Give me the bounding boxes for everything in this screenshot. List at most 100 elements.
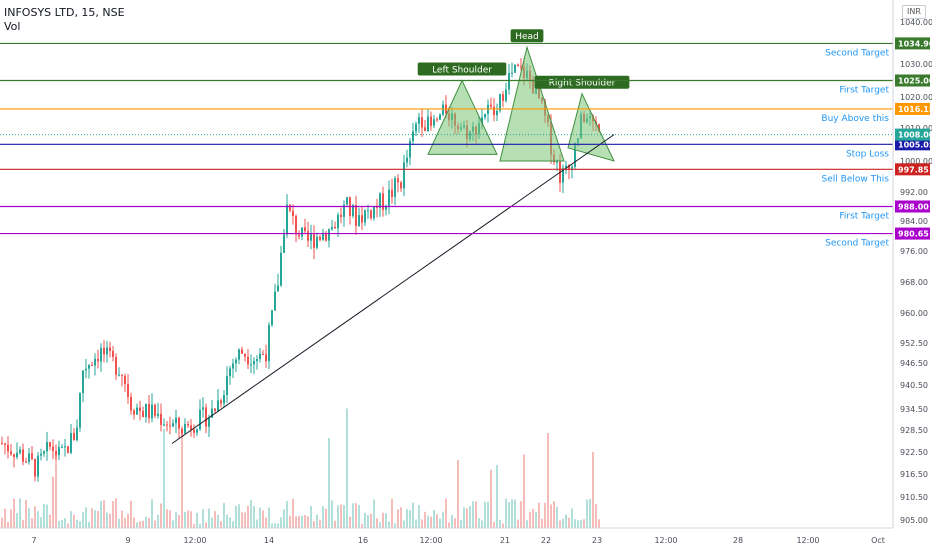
volume-bar [250,499,252,528]
volume-bar [451,514,453,528]
candle-body [145,403,147,418]
candle-body [268,325,270,362]
volume-bar [502,523,504,528]
volume-bar [187,510,189,528]
candle-body [334,226,336,229]
volume-bar [595,504,597,528]
price-tag-label: 980.65 [898,230,929,239]
pattern-label-box [534,75,630,89]
volume-bar [367,514,369,528]
volume-bar [592,452,594,528]
candle-body [337,214,339,229]
candle-body [46,442,48,452]
volume-bar [196,512,198,528]
y-tick-label: 952.50 [900,339,928,348]
candle-body [361,215,363,223]
volume-bar [541,518,543,528]
volume-bar [283,509,285,528]
volume-bar [214,511,216,528]
candle-body [310,234,312,241]
price-tag-box [895,227,930,240]
candle-body [109,347,111,351]
candle-body [193,429,195,433]
candle-body [247,356,249,365]
volume-bar [1,517,3,528]
candle-body [271,310,273,326]
candle-body [250,364,252,366]
volume-bar [472,501,474,528]
candle-body [328,229,330,241]
level-label: Buy Above this [821,114,889,124]
candle-body [571,166,573,169]
volume-bar [577,520,579,528]
volume-bar [307,516,309,528]
candle-body [385,206,387,210]
price-tag-box [895,200,930,213]
price-tag-label: 988.00 [898,203,929,212]
volume-bar [100,500,102,528]
candle-body [313,234,315,248]
candle-body [34,458,36,477]
candle-body [208,417,210,427]
volume-bar [202,509,204,528]
candle-body [136,407,138,415]
volume-bar [262,510,264,528]
candle-body [565,165,567,168]
y-tick-label: 910.50 [900,493,928,502]
candle-body [322,232,324,240]
volume-bar [217,514,219,528]
volume-bar [484,501,486,528]
y-tick-label: 916.50 [900,470,928,479]
volume-bar [115,498,117,528]
volume-bar [70,511,72,528]
volume-bar [358,504,360,528]
candle-body [196,429,198,433]
volume-bar [544,502,546,528]
price-tag-label: 997.85 [898,165,929,174]
volume-bar [190,511,192,528]
y-tick-label: 940.50 [900,381,928,390]
candle-body [262,353,264,355]
volume-bar [274,523,276,528]
volume-bar [319,519,321,528]
head-and-shoulders-pattern: Left Shoulder Head Right Shoulder [171,29,630,444]
candle-body [358,215,360,226]
volume-bar [565,514,567,528]
level-label: First Target [839,212,889,222]
volume-bar [445,498,447,528]
volume-bar [499,520,501,528]
volume-bar [7,522,9,528]
candle-body [67,446,69,453]
volume-bar [226,514,228,528]
x-tick-label: 7 [31,536,36,545]
candle-body [598,124,600,132]
volume-bar [85,507,87,528]
candle-body [148,403,150,419]
volume-bar [241,512,243,528]
volume-bar [13,498,15,528]
volume-bar [91,508,93,528]
volume-bar [79,521,81,528]
candle-body [214,408,216,411]
y-tick-label: 960.00 [900,309,928,318]
candle-body [514,64,516,73]
currency-button[interactable]: INR [902,5,926,19]
volume-bar [31,518,33,528]
volume-bar [139,521,141,528]
volume-bar [418,504,420,528]
candle-body [127,384,129,397]
price-tag-box [895,74,930,87]
candle-body [202,407,204,410]
candle-body [19,449,21,453]
candle-body [364,210,366,223]
volume-bar [127,513,129,528]
candle-body [316,236,318,248]
x-tick-label: 22 [541,536,551,545]
pattern-label-box [510,29,544,43]
volume-bars [1,408,600,528]
volume-bar [61,519,63,528]
candle-body [130,396,132,411]
volume-bar [448,522,450,528]
volume-bar [457,460,459,528]
